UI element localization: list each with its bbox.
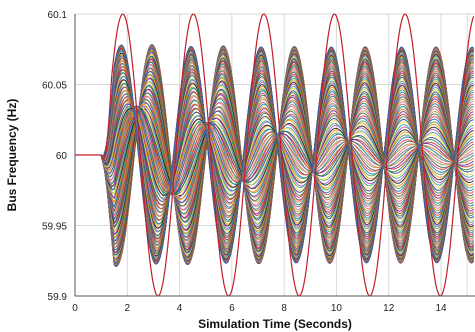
x-axis-label: Simulation Time (Seconds) [198, 317, 352, 331]
x-tick-label-4: 8 [281, 303, 287, 314]
x-tick-label-0: 0 [72, 303, 78, 314]
y-tick-label-0: 59.9 [48, 292, 68, 303]
y-tick-label-2: 60 [56, 151, 68, 162]
outer-envelope-line [75, 13, 475, 297]
y-tick-label-1: 59.95 [42, 222, 67, 233]
y-tick-label-4: 60.1 [48, 10, 68, 21]
series-line-57 [75, 106, 474, 195]
y-tick-label-3: 60.05 [42, 81, 67, 92]
series-group [75, 13, 475, 297]
x-tick-label-6: 12 [383, 303, 395, 314]
axes [74, 14, 475, 297]
x-tick-label-3: 6 [229, 303, 235, 314]
y-tick-labels: 59.9 59.95 60 60.05 60.1 [42, 10, 67, 303]
x-tick-label-7: 14 [435, 303, 447, 314]
series-line-55 [75, 106, 475, 195]
x-tick-label-5: 10 [331, 303, 343, 314]
x-tick-labels: 0 2 4 6 8 10 12 14 [72, 303, 447, 314]
y-axis-label: Bus Frequency (Hz) [5, 99, 19, 212]
x-tick-label-2: 4 [177, 303, 183, 314]
x-tick-label-1: 2 [125, 303, 131, 314]
series-line-119 [75, 44, 475, 265]
